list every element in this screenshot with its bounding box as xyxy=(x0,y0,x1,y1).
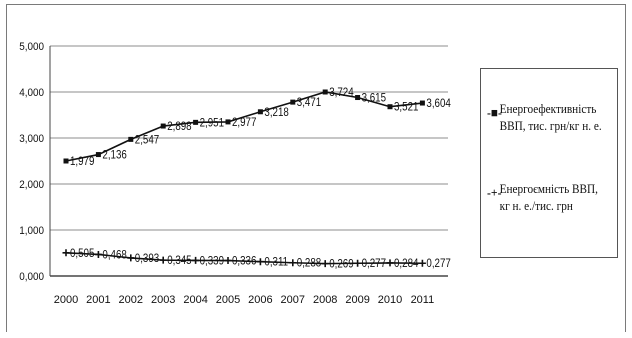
data-label: 0,284 xyxy=(394,257,418,270)
y-axis: 0,000 1,000 2,000 3,000 4,000 5,000 xyxy=(19,42,51,284)
data-point-cross-marker xyxy=(289,259,297,267)
data-point-cross-marker xyxy=(354,259,362,267)
gridlines xyxy=(50,45,448,277)
data-point-cross-marker xyxy=(386,259,394,267)
data-label: 3,604 xyxy=(426,97,450,110)
data-point-cross-marker xyxy=(94,250,102,258)
series-line-energy-efficiency xyxy=(65,91,423,162)
x-axis: 2000 2001 2002 2003 2004 2005 2006 2007 2008 2009… xyxy=(54,294,434,306)
data-point-square-marker xyxy=(387,104,393,110)
x-tick-label: 2010 xyxy=(378,294,402,306)
y-tick-label: 4,000 xyxy=(19,88,44,100)
data-label: 0,345 xyxy=(167,254,191,267)
data-label: 3,471 xyxy=(297,96,321,109)
x-tick-label: 2003 xyxy=(151,294,175,306)
data-label: 2,898 xyxy=(167,120,191,133)
x-tick-label: 2008 xyxy=(313,294,337,306)
legend-square-marker-icon: -■- xyxy=(487,105,502,120)
data-point-square-marker xyxy=(290,99,296,105)
data-label: 0,336 xyxy=(232,255,256,268)
data-point-cross-marker xyxy=(159,256,167,264)
data-label: 0,269 xyxy=(329,258,353,271)
y-tick-label: 2,000 xyxy=(19,180,44,192)
data-point-cross-marker xyxy=(192,256,200,264)
data-label: 0,393 xyxy=(135,252,159,265)
series-line-energy-intensity xyxy=(65,251,423,265)
data-point-square-marker xyxy=(355,95,361,101)
data-label: 2,136 xyxy=(102,149,126,162)
data-point-square-marker xyxy=(128,136,134,142)
legend: -■- Енергоефективність ВВП, тис. грн/кг … xyxy=(480,68,618,258)
data-label: 3,615 xyxy=(362,92,386,105)
data-label: 0,505 xyxy=(70,247,94,260)
data-point-square-marker xyxy=(257,109,263,115)
data-point-cross-marker xyxy=(321,260,329,268)
data-point-cross-marker xyxy=(418,259,426,267)
data-point-square-marker xyxy=(95,152,101,158)
data-label: 3,218 xyxy=(264,106,288,119)
legend-label: Енергоємність ВВП, кг н. е./тис. грн xyxy=(499,182,598,213)
data-point-square-marker xyxy=(419,100,425,106)
data-label: 0,277 xyxy=(426,258,450,271)
data-label: 2,977 xyxy=(232,116,256,129)
data-point-cross-marker xyxy=(62,249,70,257)
y-tick-label: 1,000 xyxy=(19,226,44,238)
x-tick-label: 2004 xyxy=(183,294,207,306)
data-point-square-marker xyxy=(193,119,199,125)
x-tick-label: 2000 xyxy=(54,294,78,306)
data-point-square-marker xyxy=(63,158,69,164)
data-label: 3,724 xyxy=(329,86,353,99)
data-label: 2,951 xyxy=(200,117,224,130)
x-tick-label: 2001 xyxy=(86,294,110,306)
data-label: 0,339 xyxy=(200,255,224,268)
data-point-square-marker xyxy=(322,89,328,95)
legend-label: Енергоефективність ВВП, тис. грн/кг н. е… xyxy=(499,102,602,133)
data-point-cross-marker xyxy=(224,257,232,265)
y-tick-label: 5,000 xyxy=(19,42,44,54)
x-tick-label: 2007 xyxy=(281,294,305,306)
y-tick-label: 0,000 xyxy=(19,272,44,284)
y-tick-label: 3,000 xyxy=(19,134,44,146)
legend-cross-marker-icon: -+- xyxy=(487,185,502,200)
x-tick-label: 2011 xyxy=(411,294,435,306)
data-label: 0,277 xyxy=(362,258,386,271)
x-tick-label: 2009 xyxy=(345,294,369,306)
x-tick-label: 2005 xyxy=(216,294,240,306)
data-label: 3,521 xyxy=(394,101,418,114)
data-point-square-marker xyxy=(160,123,166,129)
chart-frame xyxy=(6,4,626,332)
data-label: 0,311 xyxy=(264,256,288,269)
series-group: 1,979 2,136 2,547 2,898 2,951 2,977 3,218 3,471… xyxy=(62,86,451,271)
data-label: 2,547 xyxy=(135,134,159,147)
data-label: 1,979 xyxy=(70,155,94,168)
data-label: 0,288 xyxy=(297,257,321,270)
data-point-square-marker xyxy=(225,119,231,125)
x-tick-label: 2006 xyxy=(248,294,272,306)
x-tick-label: 2002 xyxy=(119,294,143,306)
legend-entry-energy-intensity: -+- Енергоємність ВВП, кг н. е./тис. грн xyxy=(487,181,602,215)
legend-entry-energy-efficiency: -■- Енергоефективність ВВП, тис. грн/кг … xyxy=(487,101,602,135)
data-point-cross-marker xyxy=(127,254,135,262)
data-point-cross-marker xyxy=(256,258,264,266)
data-label: 0,468 xyxy=(102,249,126,262)
